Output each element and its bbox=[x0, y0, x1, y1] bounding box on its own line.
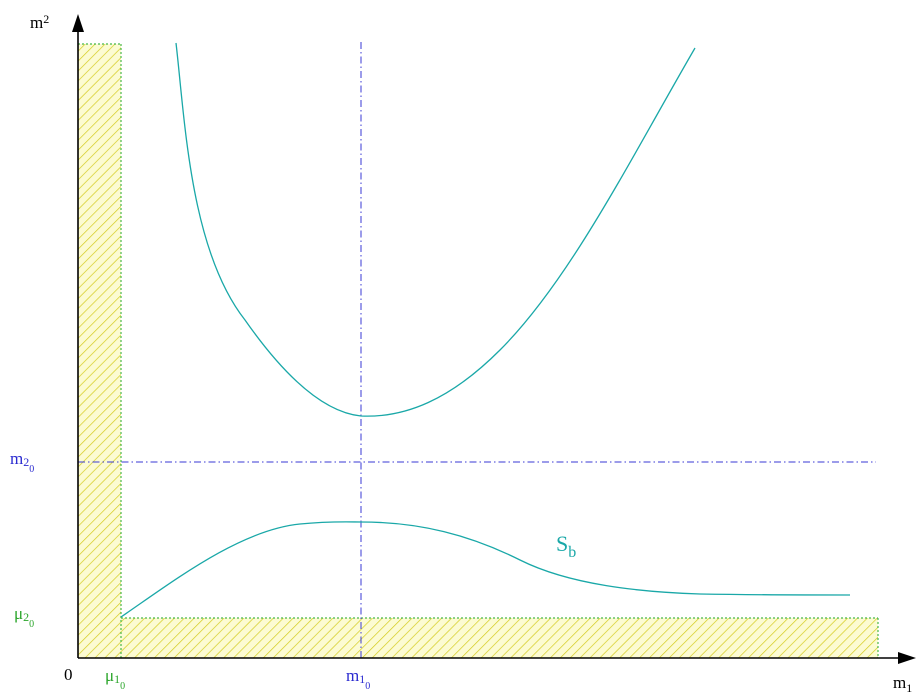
sb-lower-branch bbox=[120, 521, 851, 618]
x-axis-label: m1 bbox=[893, 673, 912, 693]
m1-0-label: m10 bbox=[346, 666, 370, 692]
sb-curve-label: Sb bbox=[556, 531, 576, 561]
reference-lines bbox=[78, 42, 876, 658]
m2-0-label: m20 bbox=[10, 449, 34, 475]
y-axis-label: m2 bbox=[30, 12, 49, 32]
sb-upper-branch bbox=[175, 42, 696, 417]
hatch-boundaries bbox=[78, 43, 879, 658]
x-axis-arrow-icon bbox=[898, 652, 916, 664]
y-axis-arrow-icon bbox=[72, 14, 84, 32]
mu2-0-label: μ20 bbox=[14, 604, 34, 630]
sb-curves bbox=[120, 42, 851, 618]
hatched-region-vertical bbox=[78, 44, 121, 658]
axes bbox=[77, 30, 900, 659]
hatched-region-horizontal bbox=[78, 618, 878, 658]
origin-label: 0 bbox=[64, 665, 73, 684]
mu1-0-label: μ10 bbox=[105, 666, 125, 692]
